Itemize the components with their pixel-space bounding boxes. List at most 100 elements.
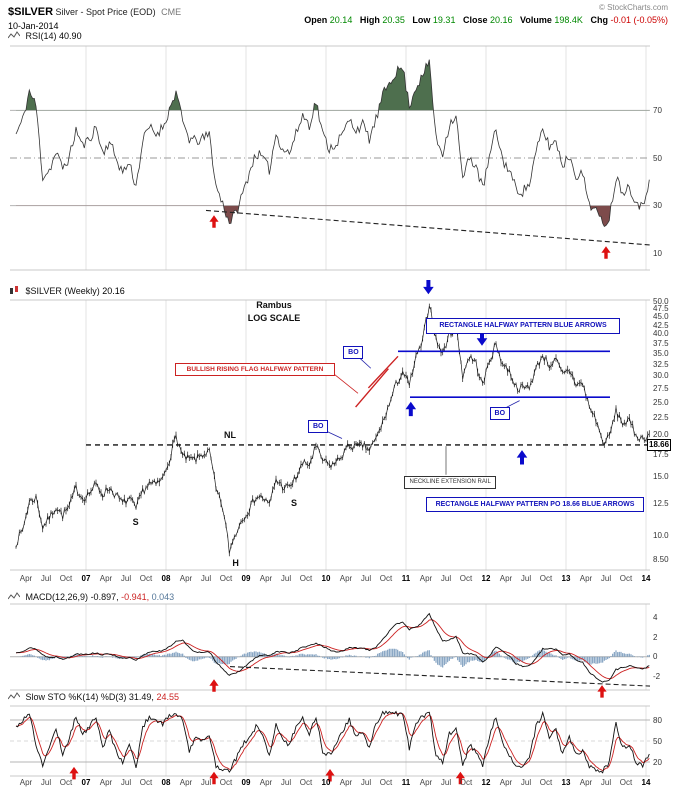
y-axis-label: 17.5 <box>653 449 669 459</box>
x-axis-month-label: Apr <box>419 574 433 583</box>
y-axis-label: 10 <box>653 248 662 258</box>
macd-signal-value: -0.941, <box>121 592 150 602</box>
x-axis-month-label: Apr <box>99 778 113 787</box>
x-axis-month-label: Apr <box>339 574 353 583</box>
change-value: -0.01 (-0.05%) <box>610 15 668 25</box>
up-arrow <box>325 769 335 782</box>
price-annotation-text: H <box>232 557 239 568</box>
y-axis-label: 20 <box>653 757 662 767</box>
up-arrow <box>601 246 611 259</box>
sto-k-value: 31.49, <box>128 692 154 702</box>
bo-callout: BO <box>308 419 329 433</box>
symbol: $SILVER <box>8 6 54 18</box>
x-axis-month-label: Oct <box>539 574 553 583</box>
x-axis-month-label: Jul <box>520 574 532 583</box>
x-axis-month-label: Apr <box>579 574 593 583</box>
up-arrow <box>69 766 79 780</box>
sto-d-value: 24.55 <box>156 692 179 702</box>
price-bars <box>15 303 650 557</box>
x-axis-month-label: Jul <box>440 574 452 583</box>
up-arrow <box>516 450 528 465</box>
callout-line <box>332 373 359 394</box>
y-axis-label: 50 <box>653 153 662 163</box>
x-axis-year-label: 14 <box>641 778 651 787</box>
x-axis-month-label: Oct <box>299 574 313 583</box>
y-axis-label: 30.0 <box>653 371 669 381</box>
x-axis-month-label: Jul <box>200 778 212 787</box>
x-axis-month-label: Apr <box>99 574 113 583</box>
rsi-oversold-fill <box>16 205 650 227</box>
x-axis-month-label: Apr <box>499 778 513 787</box>
x-axis-month-label: Oct <box>219 778 233 787</box>
y-axis-label: 45.0 <box>653 312 669 322</box>
macd-line <box>15 612 650 683</box>
y-axis-label: 42.5 <box>653 320 669 330</box>
y-axis-label: 22.5 <box>653 413 669 423</box>
x-axis-year-label: 07 <box>81 778 91 787</box>
candlestick-icon <box>10 286 18 294</box>
up-arrow <box>597 685 607 698</box>
x-axis-year-label: 14 <box>641 574 651 583</box>
y-axis-label: 4 <box>653 613 658 623</box>
y-axis-label: 32.5 <box>653 359 669 369</box>
y-axis-label: 27.5 <box>653 383 669 393</box>
price-annotation-text: LOG SCALE <box>247 313 301 324</box>
volume-label: Volume <box>520 15 552 25</box>
down-arrow <box>423 280 434 295</box>
change-label: Chg <box>590 15 608 25</box>
up-arrow <box>209 771 219 785</box>
price-value: 20.16 <box>102 286 125 296</box>
x-axis-year-label: 11 <box>401 574 411 583</box>
x-axis-month-label: Apr <box>259 778 273 787</box>
macd-trendline <box>229 665 651 687</box>
y-axis-label: 10.0 <box>653 531 669 541</box>
copyright: © StockCharts.com <box>598 3 668 12</box>
price-annotation-text: S <box>290 498 297 509</box>
indicator-icon <box>7 31 21 39</box>
bo-callout: BO <box>343 346 364 360</box>
macd-legend: MACD(12,26,9) -0.897, -0.941, 0.043 <box>7 592 174 602</box>
sto-legend: Slow STO %K(14) %D(3) 31.49, 24.55 <box>7 692 179 702</box>
neckline-extension-label: NECKLINE EXTENSION RAIL <box>404 475 496 490</box>
x-axis-month-label: Apr <box>419 778 433 787</box>
y-axis-label: 0 <box>653 652 658 662</box>
rectangle-po-label: RECTANGLE HALFWAY PATTERN PO 18.66 BLUE … <box>426 496 644 513</box>
macd-signal-line <box>15 619 650 680</box>
price-annotation-text: S <box>132 517 139 528</box>
y-axis-label: 30 <box>653 201 662 211</box>
bo-callout: BO <box>489 406 510 420</box>
price-label: $SILVER (Weekly) <box>25 286 100 296</box>
y-axis-label: 25.0 <box>653 397 669 407</box>
x-axis-month-label: Jul <box>120 778 132 787</box>
x-axis-month-label: Apr <box>499 574 513 583</box>
up-arrow <box>209 679 219 692</box>
rsi-line <box>15 59 650 228</box>
x-axis-month-label: Oct <box>379 574 393 583</box>
x-axis-year-label: 08 <box>161 778 171 787</box>
x-axis-month-label: Oct <box>539 778 553 787</box>
x-axis-month-label: Apr <box>579 778 593 787</box>
x-axis-month-label: Apr <box>19 778 33 787</box>
x-axis-month-label: Oct <box>619 778 633 787</box>
x-axis-month-label: Oct <box>139 574 153 583</box>
exchange-label: CME <box>161 7 182 17</box>
y-axis-label: 12.5 <box>653 498 669 508</box>
open-label: Open <box>304 15 328 25</box>
y-axis-label: 35.0 <box>653 348 669 358</box>
down-arrow <box>476 331 488 346</box>
rsi-label: RSI(14) <box>25 31 57 41</box>
y-axis-label: 50.0 <box>653 296 669 306</box>
bullish-flag-label: BULLISH RISING FLAG HALFWAY PATTERN <box>174 362 336 377</box>
rsi-legend: RSI(14) 40.90 <box>7 31 82 41</box>
y-axis-label: 47.5 <box>653 304 669 314</box>
x-axis-year-label: 12 <box>481 574 491 583</box>
y-axis-label: 20.0 <box>653 430 669 440</box>
rsi-value: 40.90 <box>59 31 82 41</box>
close-label: Close <box>462 15 488 25</box>
price-annotation-text: NL <box>224 429 236 440</box>
x-axis-year-label: 13 <box>561 574 571 583</box>
quote-summary: Open 20.14 High 20.35 Low 19.31 Close 20… <box>299 15 668 25</box>
rsi-trendline <box>205 209 651 246</box>
x-axis-year-label: 11 <box>401 778 411 787</box>
